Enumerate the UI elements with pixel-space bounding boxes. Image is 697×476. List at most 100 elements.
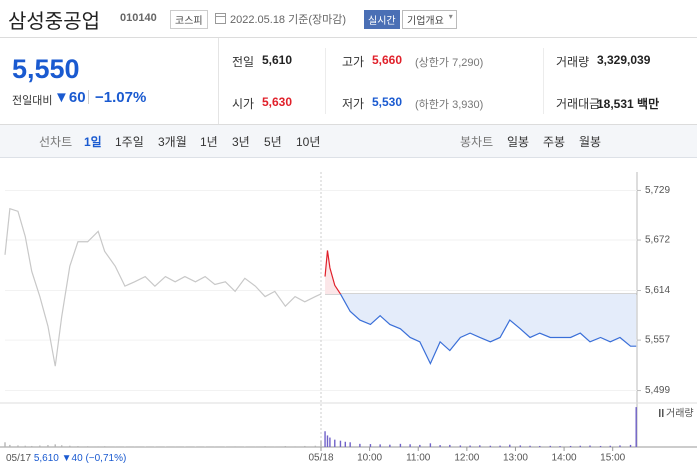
volume-bar xyxy=(194,446,197,447)
volume-bar xyxy=(4,442,6,447)
prev-rate: (−0,71%) xyxy=(85,453,126,464)
volume-bar xyxy=(619,445,621,447)
volume-bar xyxy=(609,445,611,447)
realtime-button[interactable]: 실시간 xyxy=(364,10,400,29)
volume-bar xyxy=(224,446,227,447)
volume-bar xyxy=(77,446,79,447)
prev-change: ▼40 xyxy=(62,453,83,464)
volume-bar xyxy=(61,445,63,447)
volume-bar xyxy=(599,445,602,447)
volume-bar xyxy=(529,445,531,447)
divider xyxy=(543,48,544,114)
base-date: 2022.05.18 기준(장마감) xyxy=(230,14,347,26)
x-tick-label: 10:00 xyxy=(357,453,382,464)
summary-value: 5,530 xyxy=(372,95,403,109)
volume-bar xyxy=(399,443,402,447)
volume-bar xyxy=(489,445,492,447)
volume-bar xyxy=(97,446,99,447)
volume-bar xyxy=(449,444,451,447)
x-tick-label: 05/18 xyxy=(308,453,333,464)
x-tick-label: 14:00 xyxy=(552,453,577,464)
change-arrow: ▼ xyxy=(54,89,69,106)
volume-bar xyxy=(254,446,257,447)
volume-bar xyxy=(635,407,637,447)
calendar-icon xyxy=(215,13,226,24)
volume-bar xyxy=(589,445,591,447)
summary-value: 5,660 xyxy=(372,53,403,67)
prev-price: 5,610 xyxy=(34,453,59,464)
volume-bar xyxy=(509,444,511,447)
volume-bar xyxy=(459,445,462,447)
candle-tab[interactable]: 월봉 xyxy=(579,135,602,149)
volume-bar xyxy=(31,445,33,447)
volume-bar xyxy=(439,445,441,447)
volume-bar xyxy=(274,446,276,447)
x-tick-label: 13:00 xyxy=(503,453,528,464)
line-tab[interactable]: 1년 xyxy=(200,135,218,149)
volume-bar xyxy=(339,440,342,447)
change-value: 60 xyxy=(68,89,86,106)
volume-bar xyxy=(629,444,632,447)
line-tab[interactable]: 1주일 xyxy=(115,135,144,149)
volume-bar xyxy=(69,445,71,447)
tab-bar xyxy=(0,125,697,158)
tab-label: 선차트 xyxy=(39,135,73,149)
volume-bar xyxy=(86,446,89,447)
summary-value: 18,531 백만 xyxy=(597,97,660,111)
summary-note: (상한가 7,290) xyxy=(415,57,484,69)
divider xyxy=(325,48,326,114)
summary-label: 전일 xyxy=(232,55,255,69)
y-tick-label: 5,729 xyxy=(645,185,670,196)
volume-bar xyxy=(264,446,266,447)
price-area xyxy=(325,250,637,364)
volume-bar xyxy=(349,442,351,447)
line-tab[interactable]: 10년 xyxy=(296,135,321,149)
volume-bar xyxy=(539,445,541,447)
market-badge: 코스피 xyxy=(170,10,208,29)
candle-tab[interactable]: 주봉 xyxy=(543,135,566,149)
volume-bar xyxy=(344,441,347,447)
summary-box xyxy=(0,37,697,125)
volume-bar xyxy=(24,445,26,447)
volume-bar xyxy=(369,444,372,447)
line-tab[interactable]: 3년 xyxy=(232,135,250,149)
line-tab[interactable]: 5년 xyxy=(264,135,282,149)
summary-value: 5,610 xyxy=(262,53,293,67)
candle-tab[interactable]: 일봉 xyxy=(507,135,530,149)
volume-bar xyxy=(429,443,432,447)
stock-name: 삼성중공업 xyxy=(8,11,100,33)
summary-label: 저가 xyxy=(342,97,365,111)
summary-label: 거래대금 xyxy=(556,97,601,111)
volume-legend-icon xyxy=(659,409,661,417)
volume-bar xyxy=(39,445,41,447)
volume-bar xyxy=(47,445,49,447)
volume-bar xyxy=(469,445,471,447)
volume-bar xyxy=(569,445,572,447)
change-label: 전일대비 xyxy=(12,95,53,107)
volume-bar xyxy=(244,446,246,447)
volume-bar xyxy=(174,446,176,447)
volume-bar xyxy=(54,444,56,447)
volume-bar xyxy=(479,445,481,447)
volume-bar xyxy=(359,443,361,447)
summary-note: (하한가 3,930) xyxy=(415,99,484,111)
volume-bar xyxy=(234,446,236,447)
prev-date: 05/17 xyxy=(6,453,31,464)
stock-code: 010140 xyxy=(120,12,157,24)
volume-bar xyxy=(519,445,522,447)
summary-label: 거래량 xyxy=(556,55,590,69)
volume-bar xyxy=(214,446,216,447)
change-rate: −1.07% xyxy=(95,89,147,106)
volume-bar xyxy=(294,446,296,447)
line-tab[interactable]: 1일 xyxy=(84,135,102,149)
price-line xyxy=(324,250,637,366)
company-info-button[interactable]: 기업개요 ▾ xyxy=(402,10,457,29)
volume-bar xyxy=(379,444,381,447)
volume-bar xyxy=(133,446,136,447)
volume-bar xyxy=(164,446,167,447)
volume-bar xyxy=(334,439,336,447)
volume-bar xyxy=(314,445,317,447)
tab-label: 봉차트 xyxy=(460,135,494,149)
line-tab[interactable]: 3개월 xyxy=(158,135,187,149)
